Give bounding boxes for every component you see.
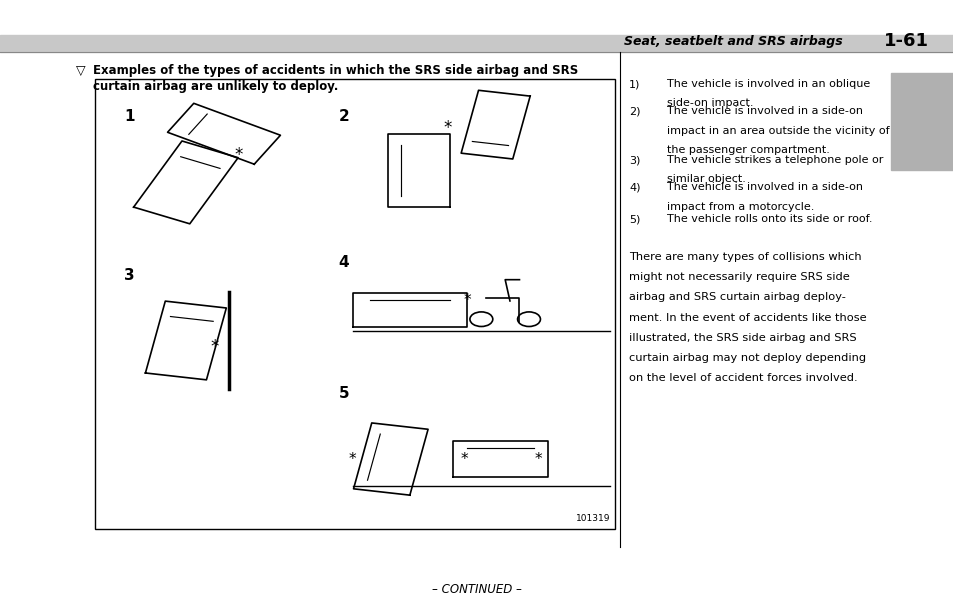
Text: impact from a motorcycle.: impact from a motorcycle. bbox=[666, 202, 814, 212]
Text: 1-61: 1-61 bbox=[883, 32, 928, 50]
Text: side-on impact.: side-on impact. bbox=[666, 98, 753, 108]
Text: The vehicle is involved in a side-on: The vehicle is involved in a side-on bbox=[666, 182, 862, 192]
Text: 3: 3 bbox=[124, 268, 134, 283]
Text: curtain airbag may not deploy depending: curtain airbag may not deploy depending bbox=[628, 353, 865, 362]
Text: 5: 5 bbox=[338, 386, 349, 401]
Text: 4): 4) bbox=[628, 182, 639, 192]
Text: *: * bbox=[460, 452, 468, 466]
Text: *: * bbox=[463, 294, 471, 308]
Text: curtain airbag are unlikely to deploy.: curtain airbag are unlikely to deploy. bbox=[93, 80, 338, 93]
Text: – CONTINUED –: – CONTINUED – bbox=[431, 583, 521, 596]
Text: The vehicle rolls onto its side or roof.: The vehicle rolls onto its side or roof. bbox=[666, 214, 872, 224]
Text: 5): 5) bbox=[628, 214, 639, 224]
Text: Examples of the types of accidents in which the SRS side airbag and SRS: Examples of the types of accidents in wh… bbox=[93, 64, 578, 77]
Text: *: * bbox=[233, 146, 242, 164]
Text: similar object.: similar object. bbox=[666, 174, 745, 184]
Text: might not necessarily require SRS side: might not necessarily require SRS side bbox=[628, 272, 849, 282]
Text: The vehicle is involved in a side-on: The vehicle is involved in a side-on bbox=[666, 106, 862, 116]
Text: *: * bbox=[535, 452, 542, 466]
Text: 101319: 101319 bbox=[575, 514, 609, 523]
Text: 1): 1) bbox=[628, 79, 639, 89]
Text: The vehicle strikes a telephone pole or: The vehicle strikes a telephone pole or bbox=[666, 155, 882, 165]
Text: impact in an area outside the vicinity of: impact in an area outside the vicinity o… bbox=[666, 126, 889, 136]
Text: on the level of accident forces involved.: on the level of accident forces involved… bbox=[628, 373, 857, 382]
Bar bbox=[890, 73, 952, 170]
Text: illustrated, the SRS side airbag and SRS: illustrated, the SRS side airbag and SRS bbox=[628, 333, 856, 342]
Text: 4: 4 bbox=[338, 255, 349, 271]
Text: The vehicle is involved in an oblique: The vehicle is involved in an oblique bbox=[666, 79, 869, 89]
Text: 1: 1 bbox=[124, 109, 134, 125]
Text: ment. In the event of accidents like those: ment. In the event of accidents like tho… bbox=[628, 313, 866, 322]
Text: *: * bbox=[349, 452, 356, 466]
Text: *: * bbox=[210, 337, 218, 356]
Text: 2: 2 bbox=[338, 109, 349, 125]
Text: airbag and SRS curtain airbag deploy-: airbag and SRS curtain airbag deploy- bbox=[628, 292, 845, 302]
Text: the passenger compartment.: the passenger compartment. bbox=[666, 145, 829, 155]
Text: ▽: ▽ bbox=[76, 64, 86, 77]
Text: Seat, seatbelt and SRS airbags: Seat, seatbelt and SRS airbags bbox=[623, 35, 842, 48]
Bar bbox=[0, 35, 952, 52]
Bar bbox=[95, 79, 614, 529]
Text: 3): 3) bbox=[628, 155, 639, 165]
Text: *: * bbox=[443, 119, 452, 137]
Text: 2): 2) bbox=[628, 106, 639, 116]
Text: There are many types of collisions which: There are many types of collisions which bbox=[628, 252, 861, 262]
